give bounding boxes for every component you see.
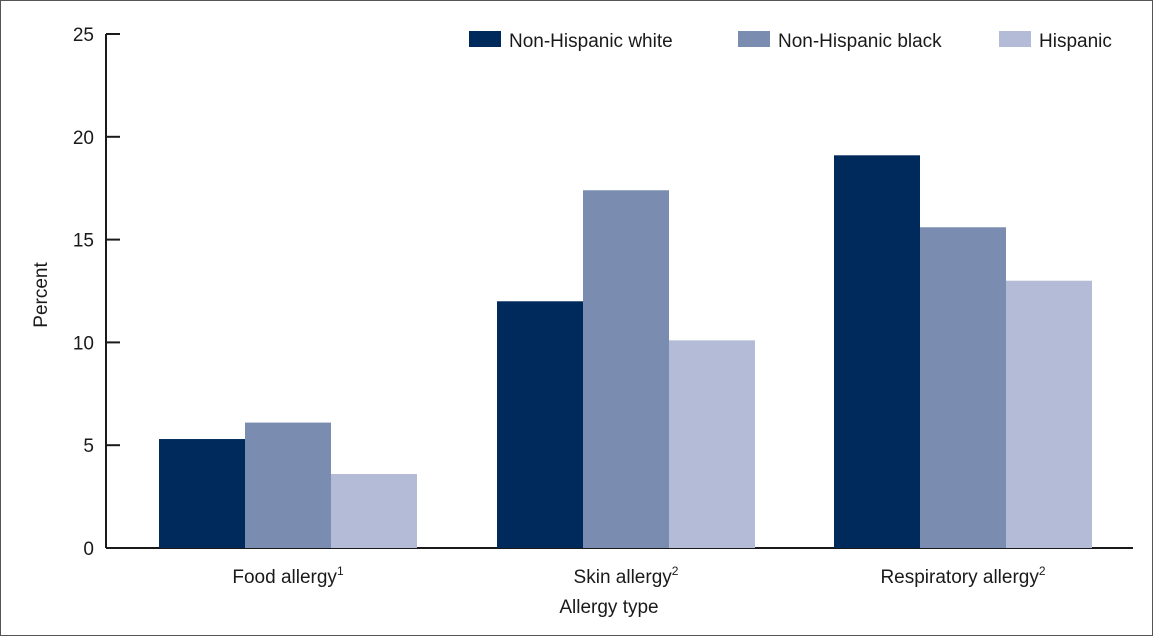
- y-axis-title: Percent: [31, 262, 52, 328]
- y-tick-label: 25: [73, 25, 94, 46]
- legend-label: Non-Hispanic white: [509, 31, 673, 52]
- category-labels: Food allergy1 Skin allergy2 Respiratory al…: [232, 564, 1045, 588]
- y-tick-label: 20: [73, 128, 94, 149]
- legend: Non-Hispanic white Non-Hispanic black Hisp…: [469, 31, 1112, 52]
- legend-label: Hispanic: [1039, 31, 1112, 52]
- y-tick-label: 10: [73, 333, 94, 354]
- legend-swatch: [999, 31, 1031, 47]
- bar: [497, 301, 583, 548]
- x-category-label: Respiratory allergy2: [880, 564, 1045, 588]
- y-axis: 0 5 10 15 20 25: [73, 25, 120, 560]
- y-tick-label: 5: [83, 436, 94, 457]
- legend-swatch: [738, 31, 770, 47]
- legend-label: Non-Hispanic black: [778, 31, 942, 52]
- y-tick-label: 0: [83, 539, 94, 560]
- bar: [669, 340, 755, 548]
- bar: [920, 227, 1006, 548]
- bar: [583, 190, 669, 549]
- bar: [331, 473, 417, 548]
- x-category-label: Skin allergy2: [574, 564, 679, 588]
- x-category-label: Food allergy1: [232, 564, 344, 588]
- bar: [834, 155, 920, 548]
- bar: [159, 439, 245, 548]
- bar: [1006, 280, 1092, 548]
- x-axis-title: Allergy type: [559, 597, 658, 618]
- y-tick-label: 15: [73, 231, 94, 252]
- bar: [245, 422, 331, 548]
- bars: [159, 155, 1092, 549]
- legend-swatch: [469, 31, 501, 47]
